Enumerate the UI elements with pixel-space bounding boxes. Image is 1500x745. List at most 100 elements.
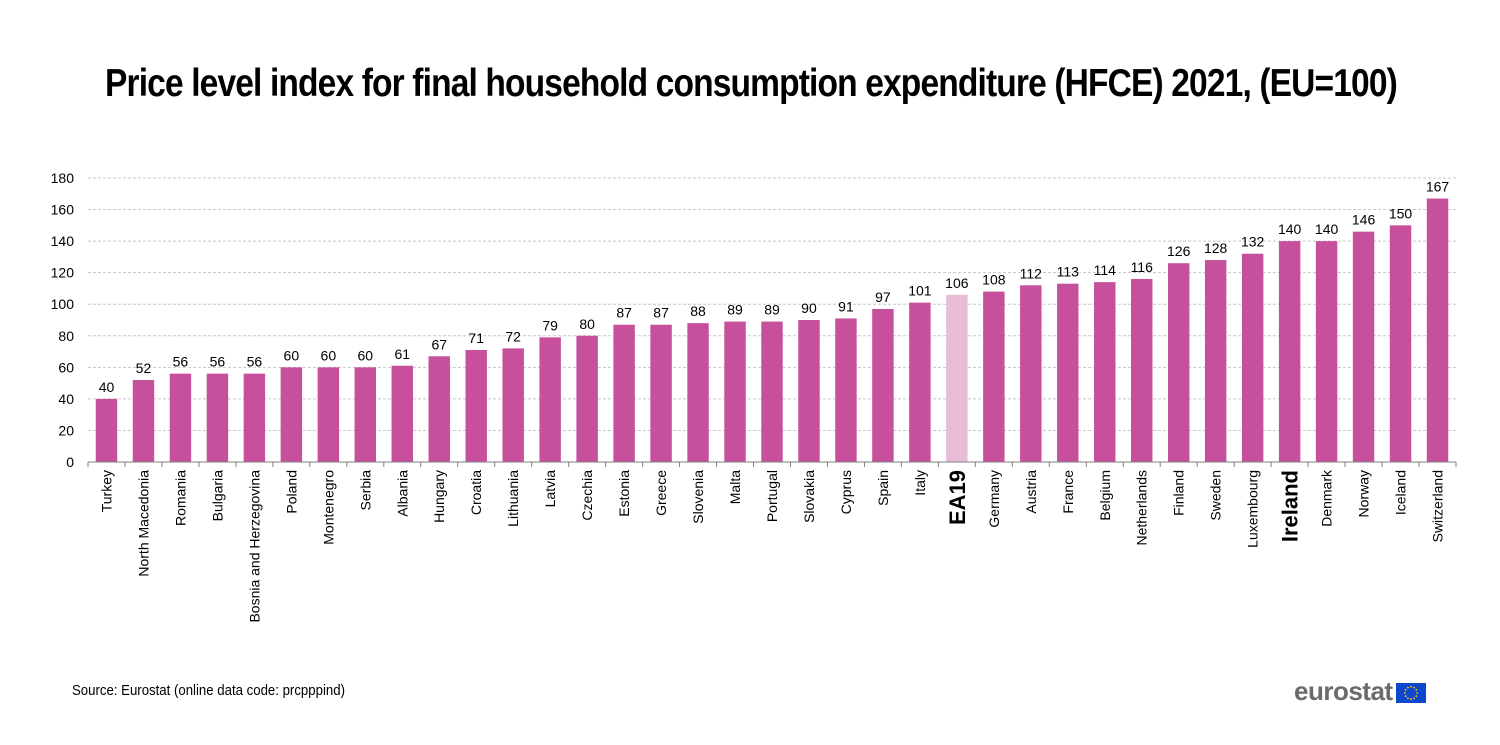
flag-star (1412, 686, 1415, 689)
x-tick-label: Turkey (98, 470, 114, 512)
data-label: 89 (727, 302, 743, 318)
data-label: 67 (431, 336, 447, 352)
data-label: 108 (982, 272, 1006, 288)
x-tick-label: Lithuania (505, 470, 521, 527)
x-tick-label: EA19 (945, 470, 970, 525)
bar-luxembourg (1241, 253, 1264, 462)
x-axis-labels: Turkey North Macedonia Romania Bulgaria Bosn… (98, 469, 1445, 623)
bar-switzerland (1426, 198, 1449, 462)
flag-star (1409, 697, 1412, 700)
data-label: 126 (1167, 243, 1191, 259)
bar-albania (391, 365, 413, 462)
data-label: 106 (945, 275, 969, 291)
x-axis (87, 461, 1457, 467)
flag-star (1403, 691, 1406, 694)
data-label: 56 (173, 354, 189, 370)
y-tick-label: 40 (58, 391, 74, 407)
eu-flag-icon (1395, 682, 1426, 703)
bar-slovakia (798, 320, 820, 462)
data-label: 112 (1020, 265, 1043, 281)
flag-star (1404, 694, 1407, 697)
x-tick-label: Spain (875, 470, 891, 506)
flag-star (1415, 688, 1417, 691)
y-tick-label: 160 (51, 202, 75, 218)
bar-belgium (1094, 282, 1116, 462)
data-labels: 40 52 56 56 56 60 60 60 61 67 71 72 79 80 87 87 88 89 89 90… (99, 179, 1450, 395)
x-tick-label: Denmark (1319, 469, 1335, 527)
x-tick-label: Netherlands (1134, 470, 1150, 546)
data-label: 140 (1315, 221, 1339, 237)
bar-north-macedonia (132, 379, 155, 462)
x-tick-label: Serbia (357, 470, 373, 511)
x-tick-label: Iceland (1393, 470, 1409, 515)
y-tick-label: 180 (51, 170, 75, 186)
bar-austria (1020, 285, 1042, 462)
y-tick-label: 100 (51, 296, 75, 312)
data-label: 97 (875, 289, 891, 305)
y-tick-label: 60 (58, 359, 74, 375)
x-tick-label: Norway (1356, 470, 1372, 517)
bar-cyprus (835, 318, 857, 462)
data-label: 61 (394, 346, 410, 362)
flag-star (1412, 696, 1415, 699)
y-axis-ticks: 0 20 40 60 80 100 120 140 160 180 (51, 170, 75, 470)
x-tick-label: Germany (986, 470, 1002, 528)
chart-title: Price level index for final household co… (105, 62, 1398, 105)
x-tick-label: Switzerland (1430, 470, 1446, 542)
data-label: 60 (321, 347, 337, 363)
x-tick-label: Croatia (468, 470, 484, 515)
x-tick-label: France (1060, 470, 1076, 514)
data-label: 56 (210, 354, 226, 370)
bar-montenegro (317, 367, 340, 462)
data-label: 101 (908, 283, 932, 299)
data-label: 132 (1241, 234, 1265, 250)
data-label: 90 (801, 300, 817, 316)
data-label: 128 (1204, 240, 1228, 256)
data-label: 60 (358, 347, 374, 363)
flag-star (1415, 694, 1417, 697)
bar-denmark (1315, 241, 1338, 462)
bar-turkey (95, 398, 118, 462)
x-tick-label: Slovakia (801, 470, 817, 523)
x-tick-label: Hungary (431, 470, 447, 523)
bar-malta (724, 321, 746, 462)
gridlines (88, 177, 1456, 431)
y-tick-label: 120 (51, 265, 75, 281)
bar-estonia (613, 324, 635, 462)
eurostat-logo[interactable]: eurostat (1294, 676, 1426, 707)
data-label: 150 (1389, 205, 1413, 221)
bar-portugal (761, 321, 783, 462)
x-tick-label: Czechia (579, 470, 595, 521)
data-label: 113 (1057, 264, 1080, 280)
bar-netherlands (1131, 278, 1153, 462)
data-label: 80 (579, 316, 595, 332)
bar-poland (280, 367, 303, 462)
data-label: 87 (616, 305, 632, 321)
bar-italy (909, 302, 931, 462)
y-tick-label: 80 (58, 328, 74, 344)
x-tick-label: Albania (394, 470, 410, 517)
data-label: 140 (1278, 221, 1302, 237)
brand-text: eurostat (1294, 676, 1393, 706)
data-label: 87 (653, 305, 669, 321)
bar-slovenia (687, 323, 709, 462)
x-tick-label: Malta (727, 470, 743, 504)
x-tick-label: Poland (283, 470, 299, 514)
data-label: 56 (247, 354, 263, 370)
bar-france (1057, 283, 1079, 462)
x-tick-label: Bulgaria (209, 470, 225, 522)
x-tick-label: Austria (1023, 470, 1039, 514)
data-label: 114 (1094, 262, 1117, 278)
bar-spain (872, 308, 894, 462)
x-tick-label: Belgium (1097, 470, 1113, 521)
data-label: 146 (1352, 212, 1376, 228)
flag-star (1409, 685, 1412, 688)
data-label: 60 (284, 347, 300, 363)
bar-germany (983, 291, 1005, 462)
bar-serbia (354, 367, 377, 462)
data-label: 167 (1426, 179, 1450, 195)
x-tick-label: Sweden (1208, 470, 1224, 521)
data-label: 72 (505, 328, 521, 344)
data-label: 91 (838, 298, 854, 314)
flag-star (1404, 688, 1407, 691)
